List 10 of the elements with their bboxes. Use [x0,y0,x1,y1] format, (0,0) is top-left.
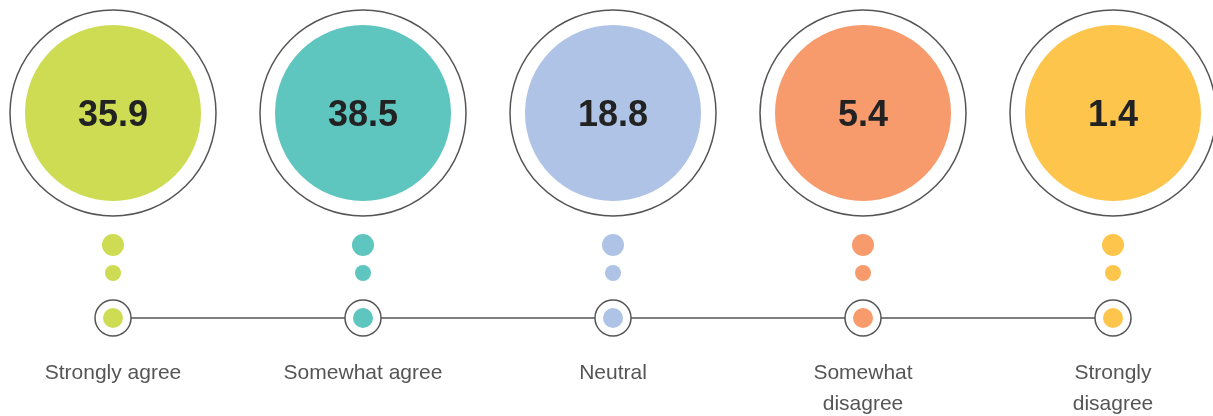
data-label: 35.9 [77,93,149,134]
category-label: Strongly disagree [1072,360,1154,414]
category-label: Somewhat disagree [813,360,913,414]
data-label: 38.5 [327,93,399,134]
data-label: 1.4 [1087,93,1139,134]
data-label: 5.4 [837,93,889,134]
category-label: Strongly agree [44,360,182,383]
data-label: 18.8 [577,93,649,134]
category-label: Neutral [579,360,647,383]
category-label: Somewhat agree [283,360,443,383]
